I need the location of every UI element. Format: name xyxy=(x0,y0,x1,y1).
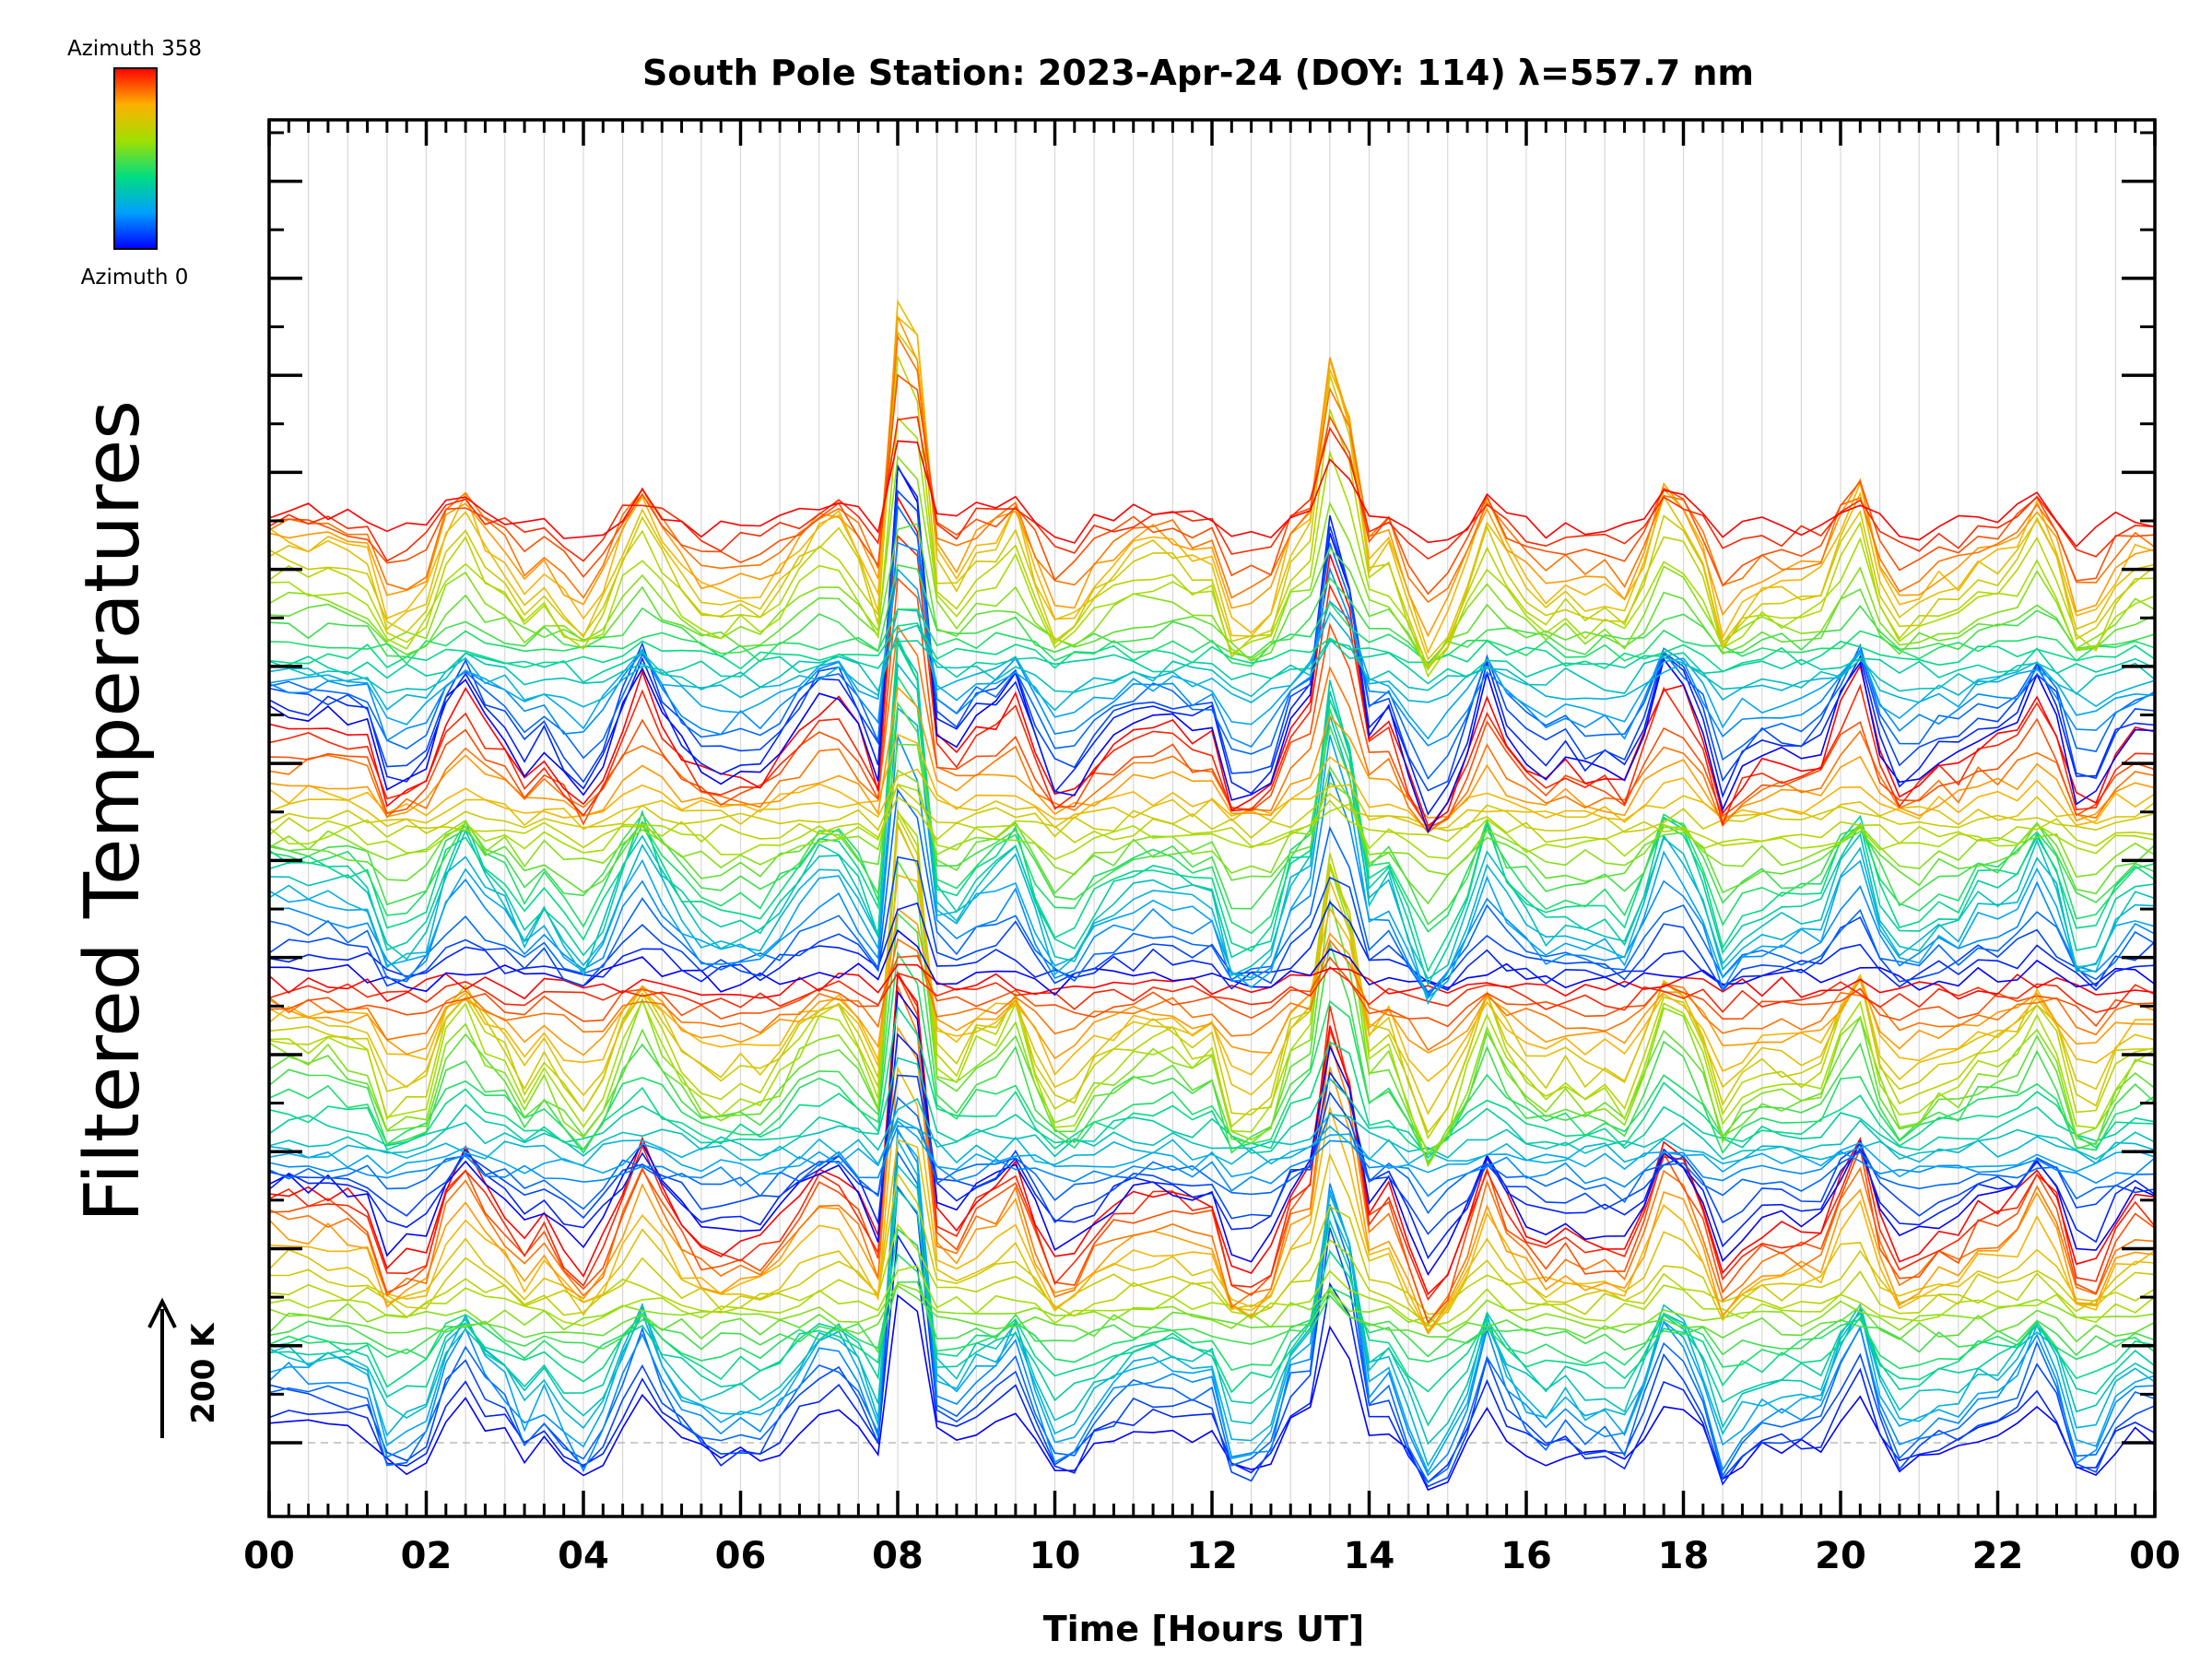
series-line xyxy=(269,783,2155,861)
series-line xyxy=(269,416,2155,679)
axes-layer: 00 02 04 06 08 10 12 14 16 18 20 22 00 xyxy=(243,118,2181,1577)
series-line xyxy=(269,624,2155,698)
series-line xyxy=(269,315,2155,655)
series-line xyxy=(269,1127,2155,1477)
series-line xyxy=(269,1056,2155,1160)
series-line xyxy=(269,974,2155,1296)
series-line xyxy=(269,494,2155,827)
x-tick-label: 12 xyxy=(1186,1535,1238,1577)
series-layer xyxy=(269,299,2155,1492)
series-line xyxy=(269,985,2155,1325)
x-tick-label: 00 xyxy=(243,1535,295,1577)
series-line xyxy=(269,822,2155,1115)
series-line xyxy=(269,356,2155,667)
x-tick-label: 00 xyxy=(2129,1535,2181,1577)
series-line xyxy=(269,638,2155,685)
x-tick-label: 04 xyxy=(558,1535,609,1577)
series-line xyxy=(269,1096,2155,1214)
x-tick-label: 08 xyxy=(872,1535,924,1577)
series-line xyxy=(269,440,2155,548)
x-tick-label: 14 xyxy=(1344,1535,1395,1577)
series-line xyxy=(269,938,2155,1052)
series-line xyxy=(269,1222,2155,1327)
series-line xyxy=(269,416,2155,562)
series-line xyxy=(269,950,2155,1154)
series-line xyxy=(269,624,2155,834)
series-line xyxy=(269,769,2155,878)
series-line xyxy=(269,971,2155,1324)
series-line xyxy=(269,316,2155,638)
scale-bar-arrowhead xyxy=(147,1297,177,1328)
series-line xyxy=(269,768,2155,831)
y-axis-label: Filtered Temperatures xyxy=(69,400,157,1222)
scale-bar-label: 200 K xyxy=(185,1322,222,1424)
scale-bar: 200 K xyxy=(147,1297,222,1438)
series-line xyxy=(269,299,2155,661)
x-tick-label: 18 xyxy=(1658,1535,1710,1577)
series-line xyxy=(269,1252,2155,1372)
colorbar-bottom-label: Azimuth 0 xyxy=(81,266,189,289)
x-tick-label: 16 xyxy=(1500,1535,1552,1577)
series-line xyxy=(269,503,2155,780)
series-line xyxy=(269,1227,2155,1394)
series-line xyxy=(269,796,2155,849)
series-line xyxy=(269,701,2155,926)
series-line xyxy=(269,534,2155,831)
series-line xyxy=(269,1284,2155,1343)
series-line xyxy=(269,1187,2155,1427)
chart-title: South Pole Station: 2023-Apr-24 (DOY: 11… xyxy=(642,53,1754,93)
series-line xyxy=(269,1293,2155,1492)
series-line xyxy=(269,1282,2155,1332)
series-line xyxy=(269,601,2155,667)
series-line xyxy=(269,1125,2155,1198)
grid-layer xyxy=(269,120,2155,1516)
series-line xyxy=(269,1137,2155,1468)
x-tick-label: 06 xyxy=(715,1535,767,1577)
x-tick-label: 10 xyxy=(1030,1535,1081,1577)
series-line xyxy=(269,907,2155,1060)
series-line xyxy=(269,640,2155,986)
x-tick-label: 20 xyxy=(1815,1535,1866,1577)
series-line xyxy=(269,812,2155,1134)
series-line xyxy=(269,541,2155,748)
series-line xyxy=(269,1119,2155,1178)
series-line xyxy=(269,1025,2155,1336)
series-line xyxy=(269,1065,2155,1335)
series-line xyxy=(269,465,2155,816)
series-line xyxy=(269,463,2155,833)
series-line xyxy=(269,783,2155,839)
series-line xyxy=(269,809,2155,1155)
series-line xyxy=(269,637,2155,974)
series-line xyxy=(269,1233,2155,1486)
colorbar-top-label: Azimuth 358 xyxy=(67,37,202,61)
colorbar-legend: Azimuth 358 Azimuth 0 xyxy=(67,37,202,289)
x-tick-label: 22 xyxy=(1972,1535,2024,1577)
series-line xyxy=(269,1116,2155,1166)
series-line xyxy=(269,373,2155,596)
series-line xyxy=(269,965,2155,1013)
series-line xyxy=(269,963,2155,1002)
series-line xyxy=(269,1033,2155,1260)
colorbar-gradient xyxy=(113,67,158,250)
series-line xyxy=(269,567,2155,740)
series-line xyxy=(269,989,2155,1277)
series-line xyxy=(269,1139,2155,1332)
series-line xyxy=(269,622,2155,673)
x-tick-label: 02 xyxy=(401,1535,453,1577)
series-line xyxy=(269,1163,2155,1446)
series-line xyxy=(269,576,2155,829)
series-line xyxy=(269,856,2155,994)
series-line xyxy=(269,1280,2155,1358)
series-line xyxy=(269,662,2155,1006)
series-line xyxy=(269,1185,2155,1488)
x-axis-label: Time [Hours UT] xyxy=(1043,1609,1365,1649)
series-line xyxy=(269,1097,2155,1161)
series-line xyxy=(269,1074,2155,1235)
